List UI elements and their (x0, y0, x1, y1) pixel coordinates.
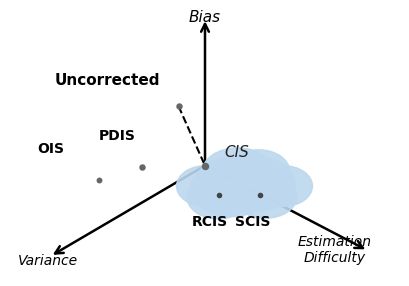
Text: RCIS: RCIS (191, 215, 227, 229)
Circle shape (176, 166, 234, 206)
Text: Uncorrected: Uncorrected (54, 73, 160, 88)
Circle shape (201, 148, 273, 198)
Text: OIS: OIS (37, 142, 64, 156)
Circle shape (198, 158, 256, 199)
Text: CIS: CIS (224, 144, 249, 160)
Circle shape (190, 160, 272, 217)
Text: SCIS: SCIS (235, 215, 270, 229)
Circle shape (233, 174, 296, 218)
Text: Bias: Bias (189, 10, 220, 25)
Circle shape (187, 176, 248, 219)
Text: Variance: Variance (18, 254, 78, 268)
Circle shape (216, 157, 294, 212)
Text: PDIS: PDIS (99, 129, 135, 143)
Circle shape (227, 150, 289, 193)
Text: Estimation
Difficulty: Estimation Difficulty (297, 235, 371, 265)
Circle shape (253, 166, 312, 206)
